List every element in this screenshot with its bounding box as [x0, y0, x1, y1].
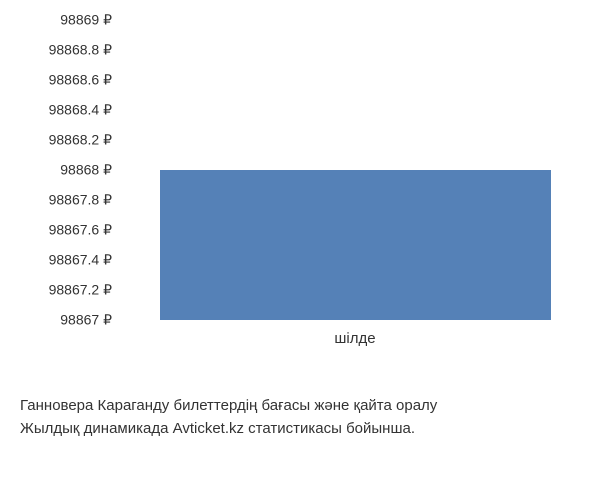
- y-tick: 98867.8 ₽: [49, 192, 112, 209]
- chart-caption: Ганновера Караганду билеттердің бағасы ж…: [20, 395, 590, 440]
- y-tick: 98867.2 ₽: [49, 282, 112, 299]
- y-axis: 98869 ₽98868.8 ₽98868.6 ₽98868.4 ₽98868.…: [0, 20, 120, 320]
- chart-container: 98869 ₽98868.8 ₽98868.6 ₽98868.4 ₽98868.…: [0, 20, 600, 370]
- x-axis: шілде: [125, 330, 585, 360]
- y-tick: 98867.4 ₽: [49, 252, 112, 269]
- bar: [160, 170, 551, 320]
- y-tick: 98868.8 ₽: [49, 42, 112, 59]
- y-tick: 98867.6 ₽: [49, 222, 112, 239]
- x-tick: шілде: [334, 330, 375, 347]
- y-tick: 98868.2 ₽: [49, 132, 112, 149]
- y-tick: 98868.4 ₽: [49, 102, 112, 119]
- y-tick: 98868.6 ₽: [49, 72, 112, 89]
- y-tick: 98867 ₽: [60, 312, 112, 329]
- y-tick: 98868 ₽: [60, 162, 112, 179]
- plot-area: [125, 20, 585, 320]
- caption-line-1: Ганновера Караганду билеттердің бағасы ж…: [20, 395, 590, 418]
- y-tick: 98869 ₽: [60, 12, 112, 29]
- caption-line-2: Жылдық динамикада Avticket.kz статистика…: [20, 418, 590, 441]
